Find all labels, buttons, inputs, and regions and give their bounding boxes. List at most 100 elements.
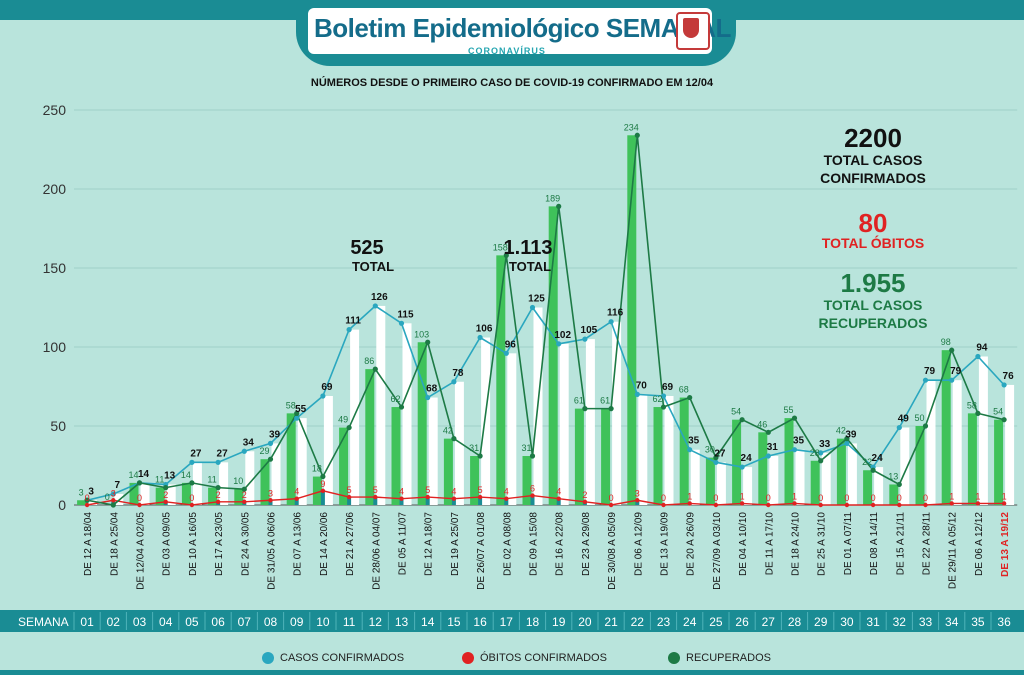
recovered-point	[818, 458, 824, 464]
confirmed-value-label: 96	[505, 339, 517, 350]
deaths-point	[477, 494, 483, 500]
week-number: 12	[369, 615, 383, 629]
week-number: 21	[604, 615, 618, 629]
x-tick-label: DE 18 A 25/04	[109, 512, 120, 576]
week-number: 03	[133, 615, 147, 629]
x-tick-label: DE 25 A 31/10	[817, 512, 828, 576]
week-number: 29	[814, 615, 828, 629]
week-number: 20	[578, 615, 592, 629]
death-bar	[451, 498, 456, 505]
confirmed-value-label: 126	[371, 292, 388, 303]
recovered-point	[503, 252, 509, 258]
recovered-point	[556, 203, 562, 209]
week-number: 24	[683, 615, 697, 629]
confirmed-value-label: 76	[1003, 371, 1015, 382]
week-number: 22	[631, 615, 645, 629]
recovered-value-label: 54	[731, 407, 741, 417]
x-tick-label: DE 20 A 26/09	[686, 512, 697, 576]
confirmed-bar	[821, 452, 831, 505]
x-tick-label: DE 15 A 21/11	[895, 512, 906, 576]
confirmed-bar	[245, 451, 255, 505]
deaths-value-label: 2	[582, 490, 587, 500]
recovered-value-label: 61	[574, 396, 584, 406]
deaths-point	[268, 498, 273, 503]
confirmed-point	[896, 424, 902, 431]
confirmed-point	[189, 459, 195, 465]
x-tick-label: DE 07 A 13/06	[293, 512, 304, 576]
week-number: 28	[788, 615, 802, 629]
week-number: 04	[159, 615, 173, 629]
deaths-point	[739, 501, 745, 506]
legend-deaths-label: ÓBITOS CONFIRMADOS	[480, 652, 607, 664]
recovered-bar	[889, 484, 899, 505]
recovered-value-label: 42	[836, 426, 846, 436]
recovered-value-label: 31	[521, 443, 531, 453]
deaths-point	[242, 499, 247, 505]
death-bar	[399, 498, 404, 505]
x-tick-label: DE 10 A 16/05	[188, 512, 199, 576]
x-tick-label: DE 06 A 12/09	[633, 512, 644, 576]
deaths-point	[975, 501, 981, 506]
line-series	[84, 132, 1007, 508]
confirmed-point	[320, 393, 326, 399]
confirmed-bar	[952, 380, 962, 505]
deaths-value-label: 1	[740, 491, 745, 501]
week-number: 13	[395, 615, 409, 629]
y-tick-label: 0	[58, 497, 66, 513]
recovered-point	[294, 410, 300, 416]
confirmed-bar	[297, 418, 307, 505]
week-number: 35	[971, 615, 985, 629]
x-tick-label: DE 14 A 20/06	[319, 512, 330, 576]
deaths-point	[635, 498, 640, 503]
recovered-value-label: 50	[914, 413, 924, 423]
recovered-bar	[286, 413, 296, 505]
confirmed-point	[844, 440, 850, 446]
confirmed-point	[713, 459, 719, 465]
week-number: 17	[500, 615, 514, 629]
week-number: 23	[657, 615, 671, 629]
confirmed-bar	[978, 356, 988, 505]
death-bar	[556, 498, 561, 505]
recovered-bar	[496, 255, 506, 505]
recovered-bar	[417, 342, 427, 505]
deaths-point	[163, 499, 168, 505]
recovered-point	[346, 424, 352, 431]
total-mark-1-value: 525	[350, 237, 383, 259]
recovered-bar	[836, 438, 846, 505]
recovered-point	[634, 132, 640, 138]
recovered-point	[84, 497, 90, 503]
recovered-value-label: 10	[233, 476, 243, 486]
footer-bar	[0, 670, 1024, 675]
recovered-value-label: 62	[390, 394, 400, 404]
confirmed-point	[425, 394, 431, 401]
recovered-value-label: 11	[207, 475, 216, 485]
recovered-value-label: 13	[888, 471, 898, 481]
recovered-point	[739, 417, 745, 423]
recovered-value-label: 58	[286, 400, 296, 410]
chart-grid	[74, 109, 1018, 506]
x-tick-label: DE 13 A 19/09	[660, 512, 671, 576]
confirmed-value-label: 116	[607, 308, 624, 319]
confirmed-value-label: 13	[164, 470, 176, 481]
total-recovered-value: 1.955	[840, 268, 905, 298]
confirmed-point	[372, 303, 378, 309]
legend-confirmed: CASOS CONFIRMADOS	[262, 652, 404, 664]
deaths-value-label: 0	[923, 493, 928, 503]
confirmed-value-label: 105	[581, 325, 598, 336]
recovered-value-label: 68	[679, 385, 689, 395]
legend-recovered-dot-icon	[668, 652, 680, 664]
week-number: 10	[316, 615, 330, 629]
deaths-value-label: 6	[530, 484, 535, 494]
legend-deaths: ÓBITOS CONFIRMADOS	[462, 652, 607, 664]
legend-recovered: RECUPERADOS	[668, 652, 771, 664]
deaths-point	[451, 496, 457, 501]
x-tick-label: DE 05 A 11/07	[398, 512, 409, 576]
recovered-bar	[758, 432, 768, 505]
recovered-point	[215, 485, 221, 491]
deaths-point	[84, 502, 90, 508]
y-axis: 0 50 100 150 200 250	[43, 102, 67, 513]
confirmed-bar	[716, 462, 726, 505]
x-axis: DE 12 A 18/04 DE 18 A 25/04 DE 12/04 A 02/…	[83, 512, 1011, 590]
